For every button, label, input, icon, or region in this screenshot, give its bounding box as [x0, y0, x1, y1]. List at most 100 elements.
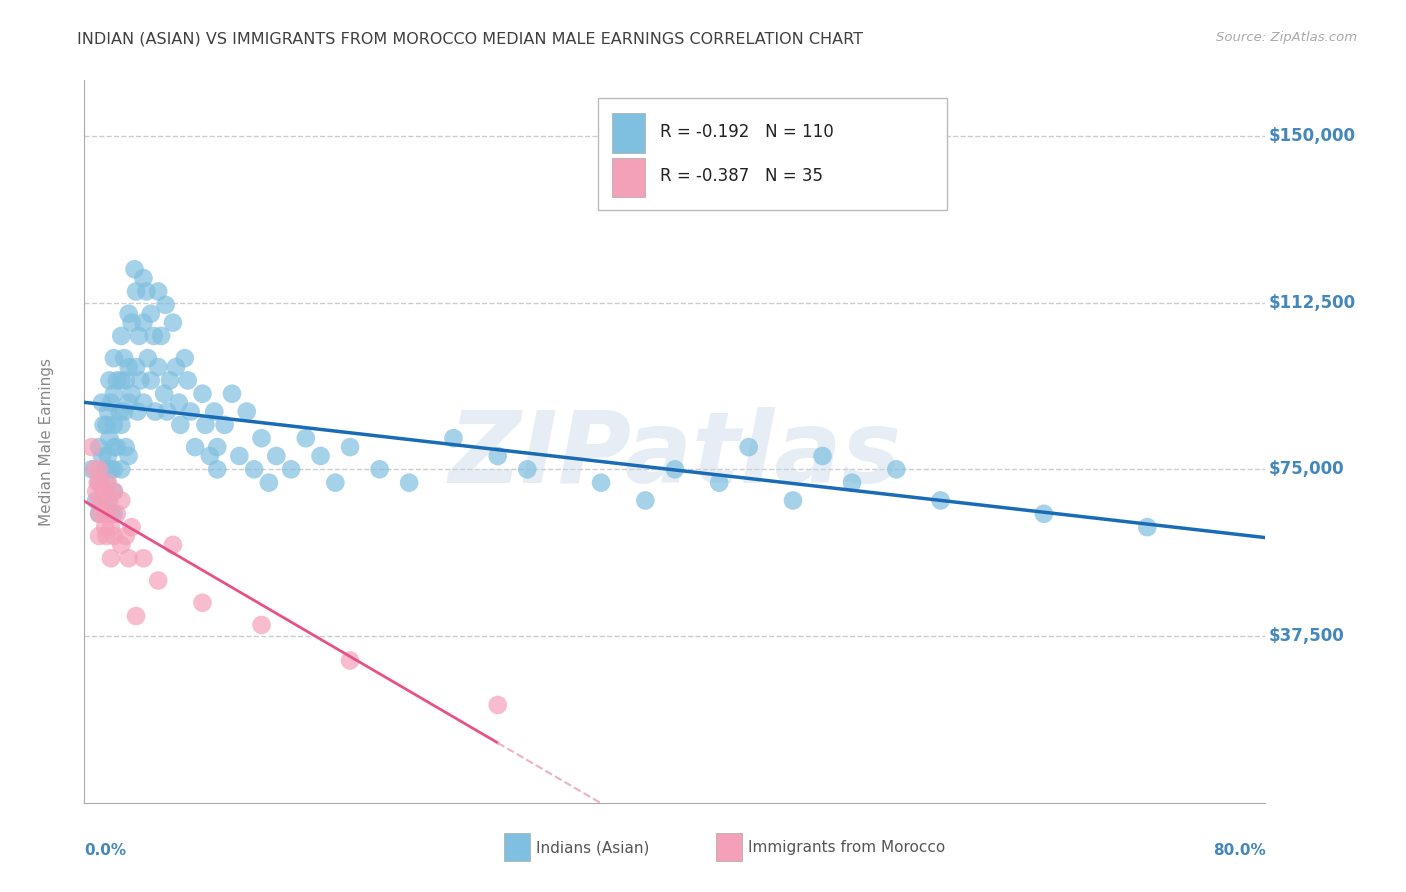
- Text: $112,500: $112,500: [1270, 293, 1355, 311]
- Point: [243, 462, 266, 476]
- Point: [103, 507, 125, 521]
- Bar: [716, 833, 742, 861]
- Point: [142, 329, 165, 343]
- Point: [125, 360, 148, 375]
- Point: [486, 449, 509, 463]
- Point: [177, 373, 200, 387]
- Point: [1136, 520, 1159, 534]
- Point: [114, 529, 136, 543]
- Point: [98, 373, 121, 387]
- Point: [112, 351, 135, 366]
- Point: [132, 271, 155, 285]
- Point: [148, 285, 170, 299]
- Text: $75,000: $75,000: [1270, 460, 1344, 478]
- Text: Immigrants from Morocco: Immigrants from Morocco: [748, 840, 945, 855]
- Point: [100, 507, 122, 521]
- Point: [180, 404, 202, 418]
- Point: [108, 404, 131, 418]
- Point: [155, 298, 177, 312]
- Point: [103, 386, 125, 401]
- Point: [782, 493, 804, 508]
- Point: [90, 475, 112, 490]
- Point: [84, 484, 107, 499]
- Point: [129, 373, 152, 387]
- Point: [257, 475, 280, 490]
- Point: [121, 386, 143, 401]
- Point: [103, 440, 125, 454]
- Point: [98, 431, 121, 445]
- Point: [100, 462, 122, 476]
- Point: [93, 417, 115, 432]
- Point: [198, 449, 221, 463]
- Point: [87, 493, 111, 508]
- Point: [98, 493, 121, 508]
- Point: [87, 475, 111, 490]
- Point: [121, 520, 143, 534]
- Point: [112, 404, 135, 418]
- Bar: [612, 158, 645, 197]
- Point: [125, 285, 148, 299]
- Point: [132, 395, 155, 409]
- Point: [207, 440, 229, 454]
- Point: [118, 395, 141, 409]
- Point: [886, 462, 908, 476]
- Point: [118, 551, 141, 566]
- Point: [811, 449, 834, 463]
- Point: [97, 449, 120, 463]
- Point: [103, 417, 125, 432]
- Point: [169, 417, 191, 432]
- Point: [87, 507, 111, 521]
- Point: [139, 373, 162, 387]
- Point: [118, 307, 141, 321]
- Point: [87, 440, 111, 454]
- Point: [150, 329, 173, 343]
- Point: [105, 507, 128, 521]
- Point: [841, 475, 863, 490]
- Text: 80.0%: 80.0%: [1212, 843, 1265, 857]
- Point: [191, 596, 214, 610]
- Point: [148, 360, 170, 375]
- Point: [97, 507, 120, 521]
- Point: [128, 329, 150, 343]
- Point: [167, 395, 190, 409]
- Point: [162, 538, 184, 552]
- Point: [125, 609, 148, 624]
- Point: [153, 386, 176, 401]
- Point: [143, 404, 166, 418]
- Point: [148, 574, 170, 588]
- Point: [105, 373, 128, 387]
- Point: [1033, 507, 1056, 521]
- Point: [250, 618, 273, 632]
- Point: [121, 316, 143, 330]
- Point: [368, 462, 391, 476]
- Point: [110, 417, 132, 432]
- Point: [96, 484, 118, 499]
- Point: [87, 462, 111, 476]
- Point: [634, 493, 657, 508]
- Point: [929, 493, 952, 508]
- Point: [84, 493, 107, 508]
- Point: [127, 404, 149, 418]
- Point: [103, 462, 125, 476]
- Point: [339, 653, 361, 667]
- Point: [96, 475, 118, 490]
- Point: [103, 529, 125, 543]
- Bar: [503, 833, 530, 861]
- Point: [96, 529, 118, 543]
- Point: [91, 493, 114, 508]
- Bar: [612, 112, 645, 153]
- Point: [339, 440, 361, 454]
- Point: [228, 449, 250, 463]
- Point: [83, 462, 105, 476]
- Point: [86, 475, 108, 490]
- Point: [738, 440, 761, 454]
- Point: [132, 316, 155, 330]
- Point: [110, 329, 132, 343]
- Text: Median Male Earnings: Median Male Earnings: [39, 358, 53, 525]
- Text: ZIPatlas: ZIPatlas: [449, 408, 901, 505]
- Text: R = -0.192   N = 110: R = -0.192 N = 110: [659, 122, 834, 141]
- Point: [295, 431, 318, 445]
- Point: [398, 475, 420, 490]
- Point: [202, 404, 225, 418]
- Point: [100, 520, 122, 534]
